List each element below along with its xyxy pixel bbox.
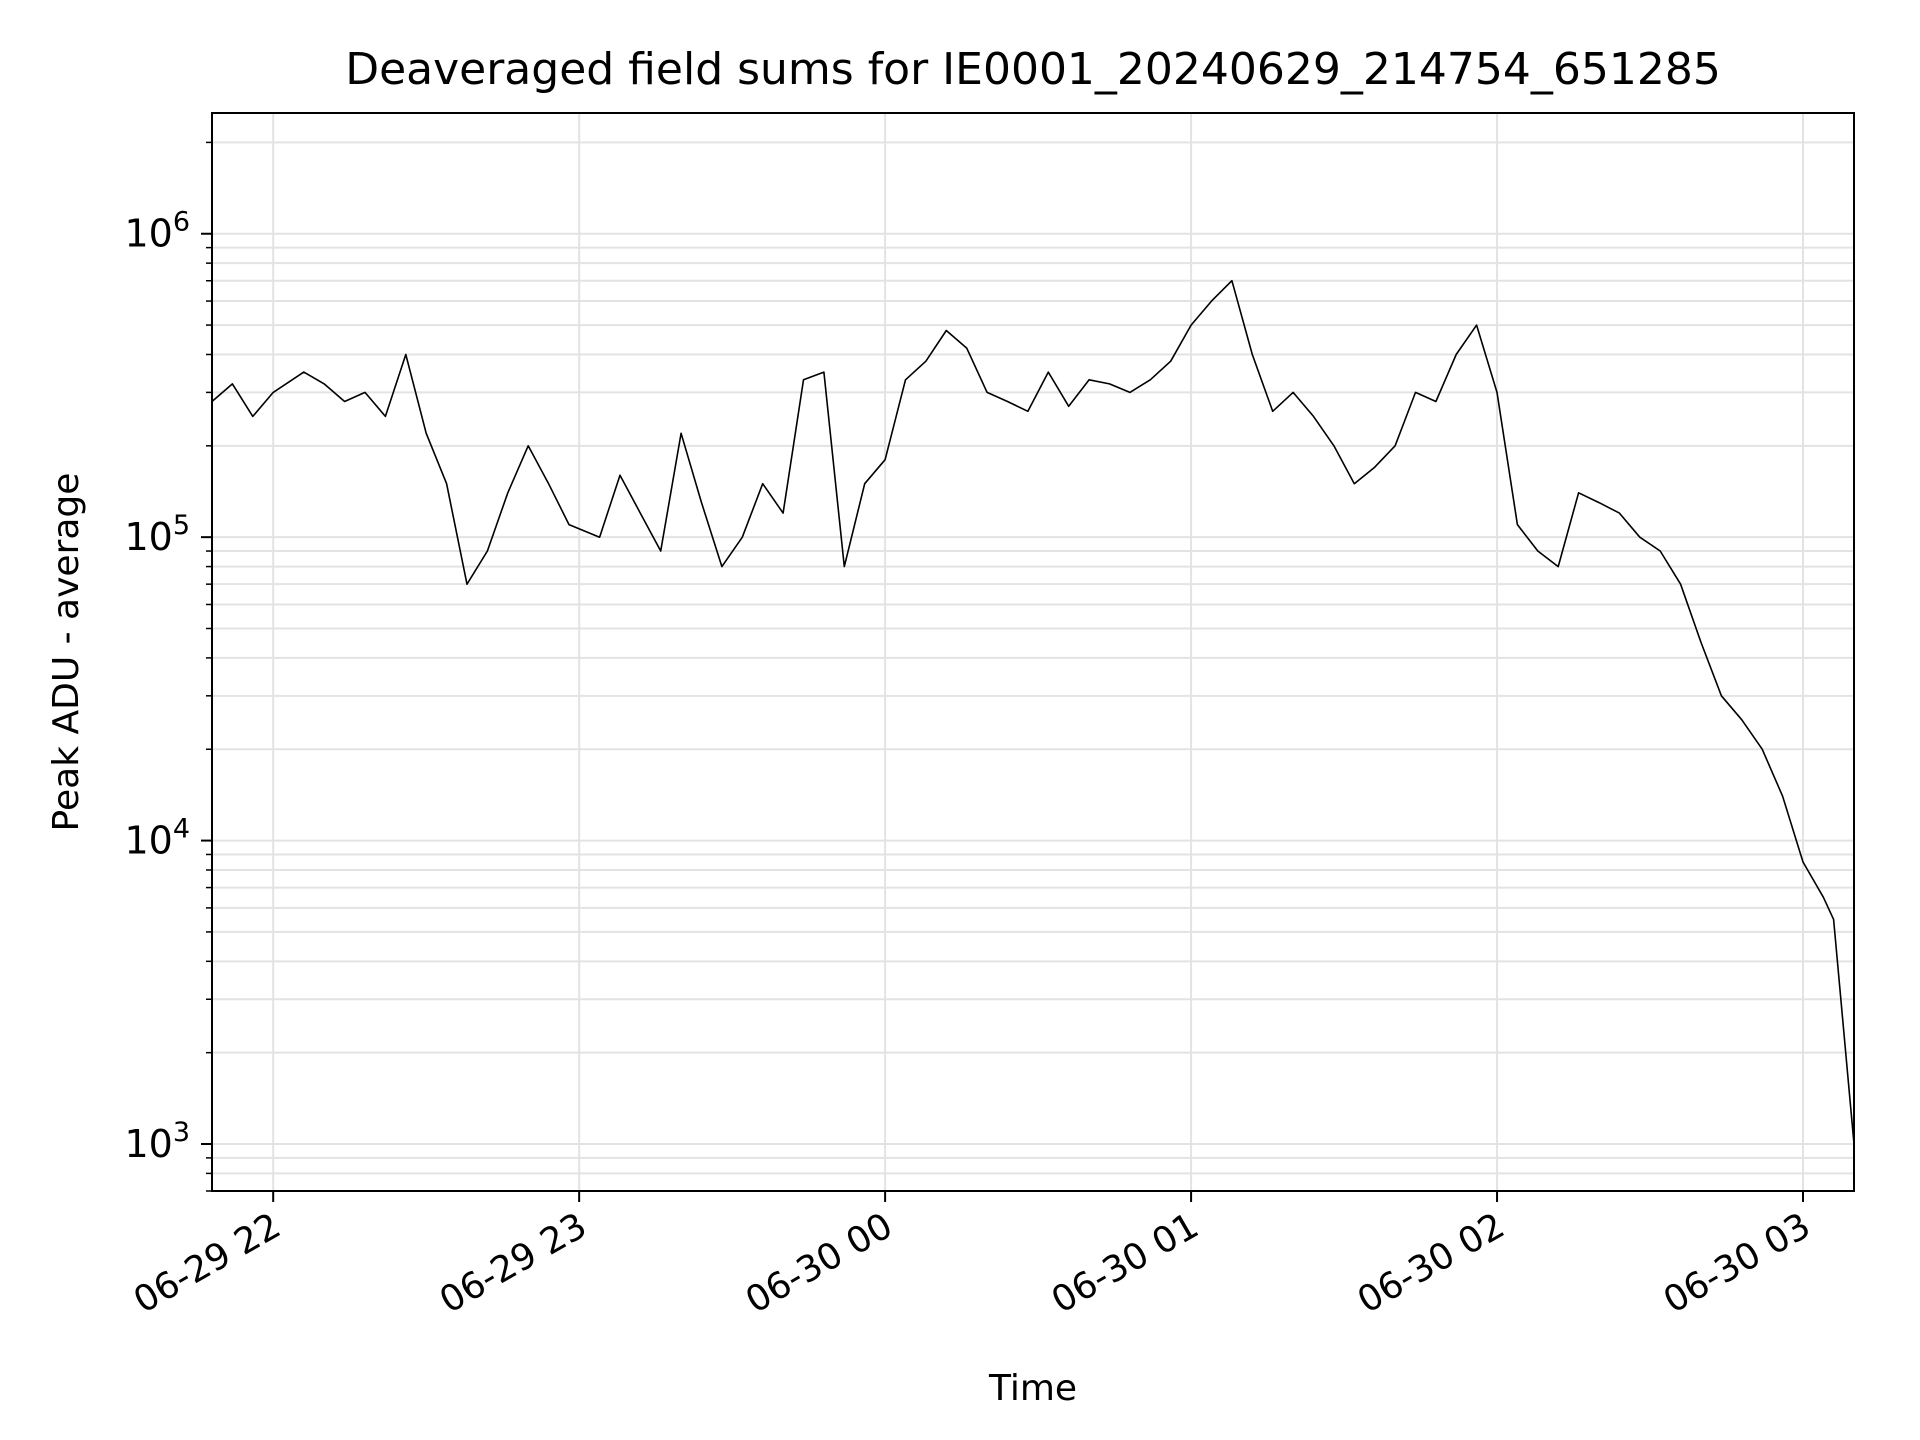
y-tick-label: 106: [124, 207, 190, 256]
x-axis-label: Time: [988, 1368, 1077, 1409]
series-group: [211, 279, 1855, 1145]
grid: [212, 113, 1854, 1192]
y-tick-label: 105: [124, 510, 190, 559]
series-line: [211, 279, 1855, 1145]
y-tick-label: 104: [124, 814, 190, 863]
chart-title: Deaveraged field sums for IE0001_2024062…: [345, 44, 1721, 95]
y-axis-label: Peak ADU - average: [46, 473, 87, 832]
y-tick-label: 103: [124, 1117, 190, 1166]
y-axis: 103 104 105 106: [124, 141, 212, 1192]
plot-frame: [211, 112, 1855, 1192]
